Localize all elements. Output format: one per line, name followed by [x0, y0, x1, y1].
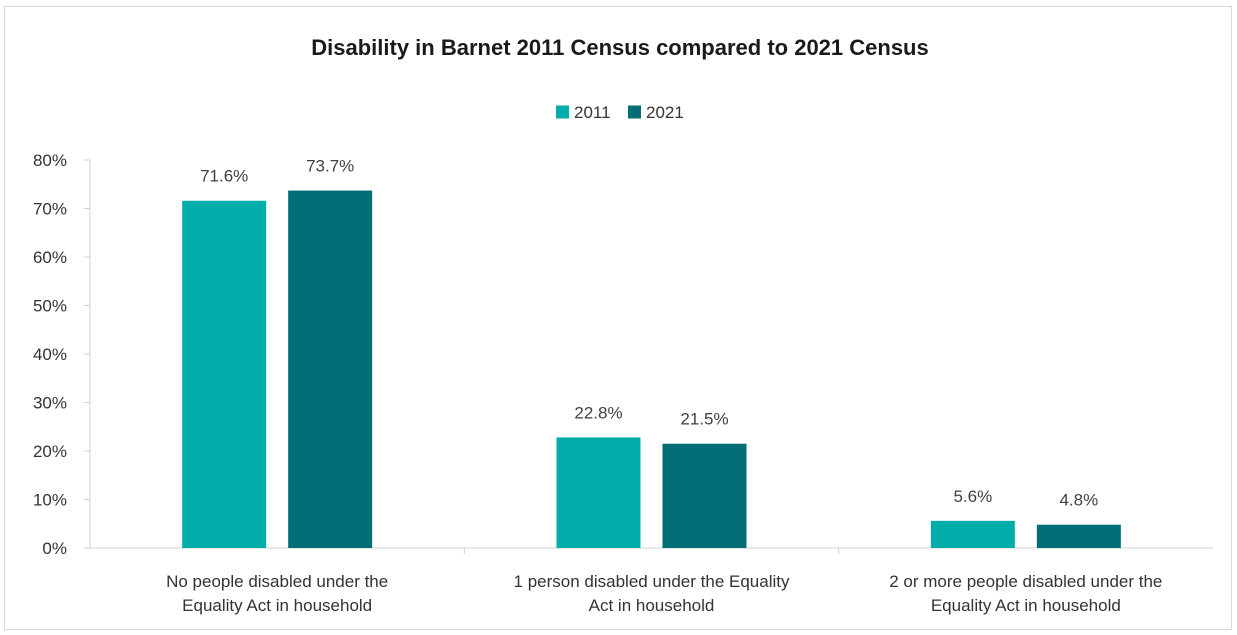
bar-2011-3 [930, 520, 1015, 548]
bar-2011-2 [556, 437, 641, 548]
y-tick-label: 10% [33, 491, 67, 510]
y-tick-label: 30% [33, 394, 67, 413]
data-label-2021-2: 21.5% [680, 410, 728, 429]
data-labels: 71.6% 73.7% 22.8% 21.5% 5.6% 4.8% [200, 157, 1098, 510]
bar-2021-2 [662, 443, 747, 548]
bar-2011-1 [182, 200, 267, 549]
y-tick-label: 70% [33, 200, 67, 219]
bars [182, 190, 1121, 549]
x-category-label: Equality Act in household [931, 596, 1121, 615]
legend-swatch-2021 [628, 105, 641, 119]
y-tick-label: 50% [33, 297, 67, 316]
x-category-label: Equality Act in household [182, 596, 372, 615]
data-label-2021-3: 4.8% [1059, 491, 1098, 510]
bar-2021-3 [1036, 524, 1121, 548]
data-label-2011-2: 22.8% [574, 403, 622, 422]
y-tick-label: 60% [33, 248, 67, 267]
y-tick-label: 20% [33, 442, 67, 461]
x-category-label: No people disabled under the [166, 572, 388, 591]
y-tick-label: 80% [33, 151, 67, 170]
y-tick-label: 40% [33, 345, 67, 364]
x-category-label: 1 person disabled under the Equality [514, 572, 790, 591]
x-category-label: Act in household [589, 596, 715, 615]
legend-label-2021: 2021 [646, 103, 684, 122]
legend: 2011 2021 [556, 103, 684, 122]
y-tick-label: 0% [42, 539, 67, 558]
legend-swatch-2011 [556, 105, 569, 119]
bar-2021-1 [288, 190, 373, 548]
x-axis: No people disabled under the Equality Act… [90, 547, 1213, 615]
data-label-2011-3: 5.6% [953, 487, 992, 506]
data-label-2011-1: 71.6% [200, 167, 248, 186]
data-label-2021-1: 73.7% [306, 157, 354, 176]
legend-label-2011: 2011 [574, 103, 611, 122]
x-category-label: 2 or more people disabled under the [889, 572, 1162, 591]
chart-title: Disability in Barnet 2011 Census compare… [311, 35, 928, 60]
y-axis: 0% 10% 20% 30% 40% 50% 60% 70% 80% [33, 151, 91, 558]
